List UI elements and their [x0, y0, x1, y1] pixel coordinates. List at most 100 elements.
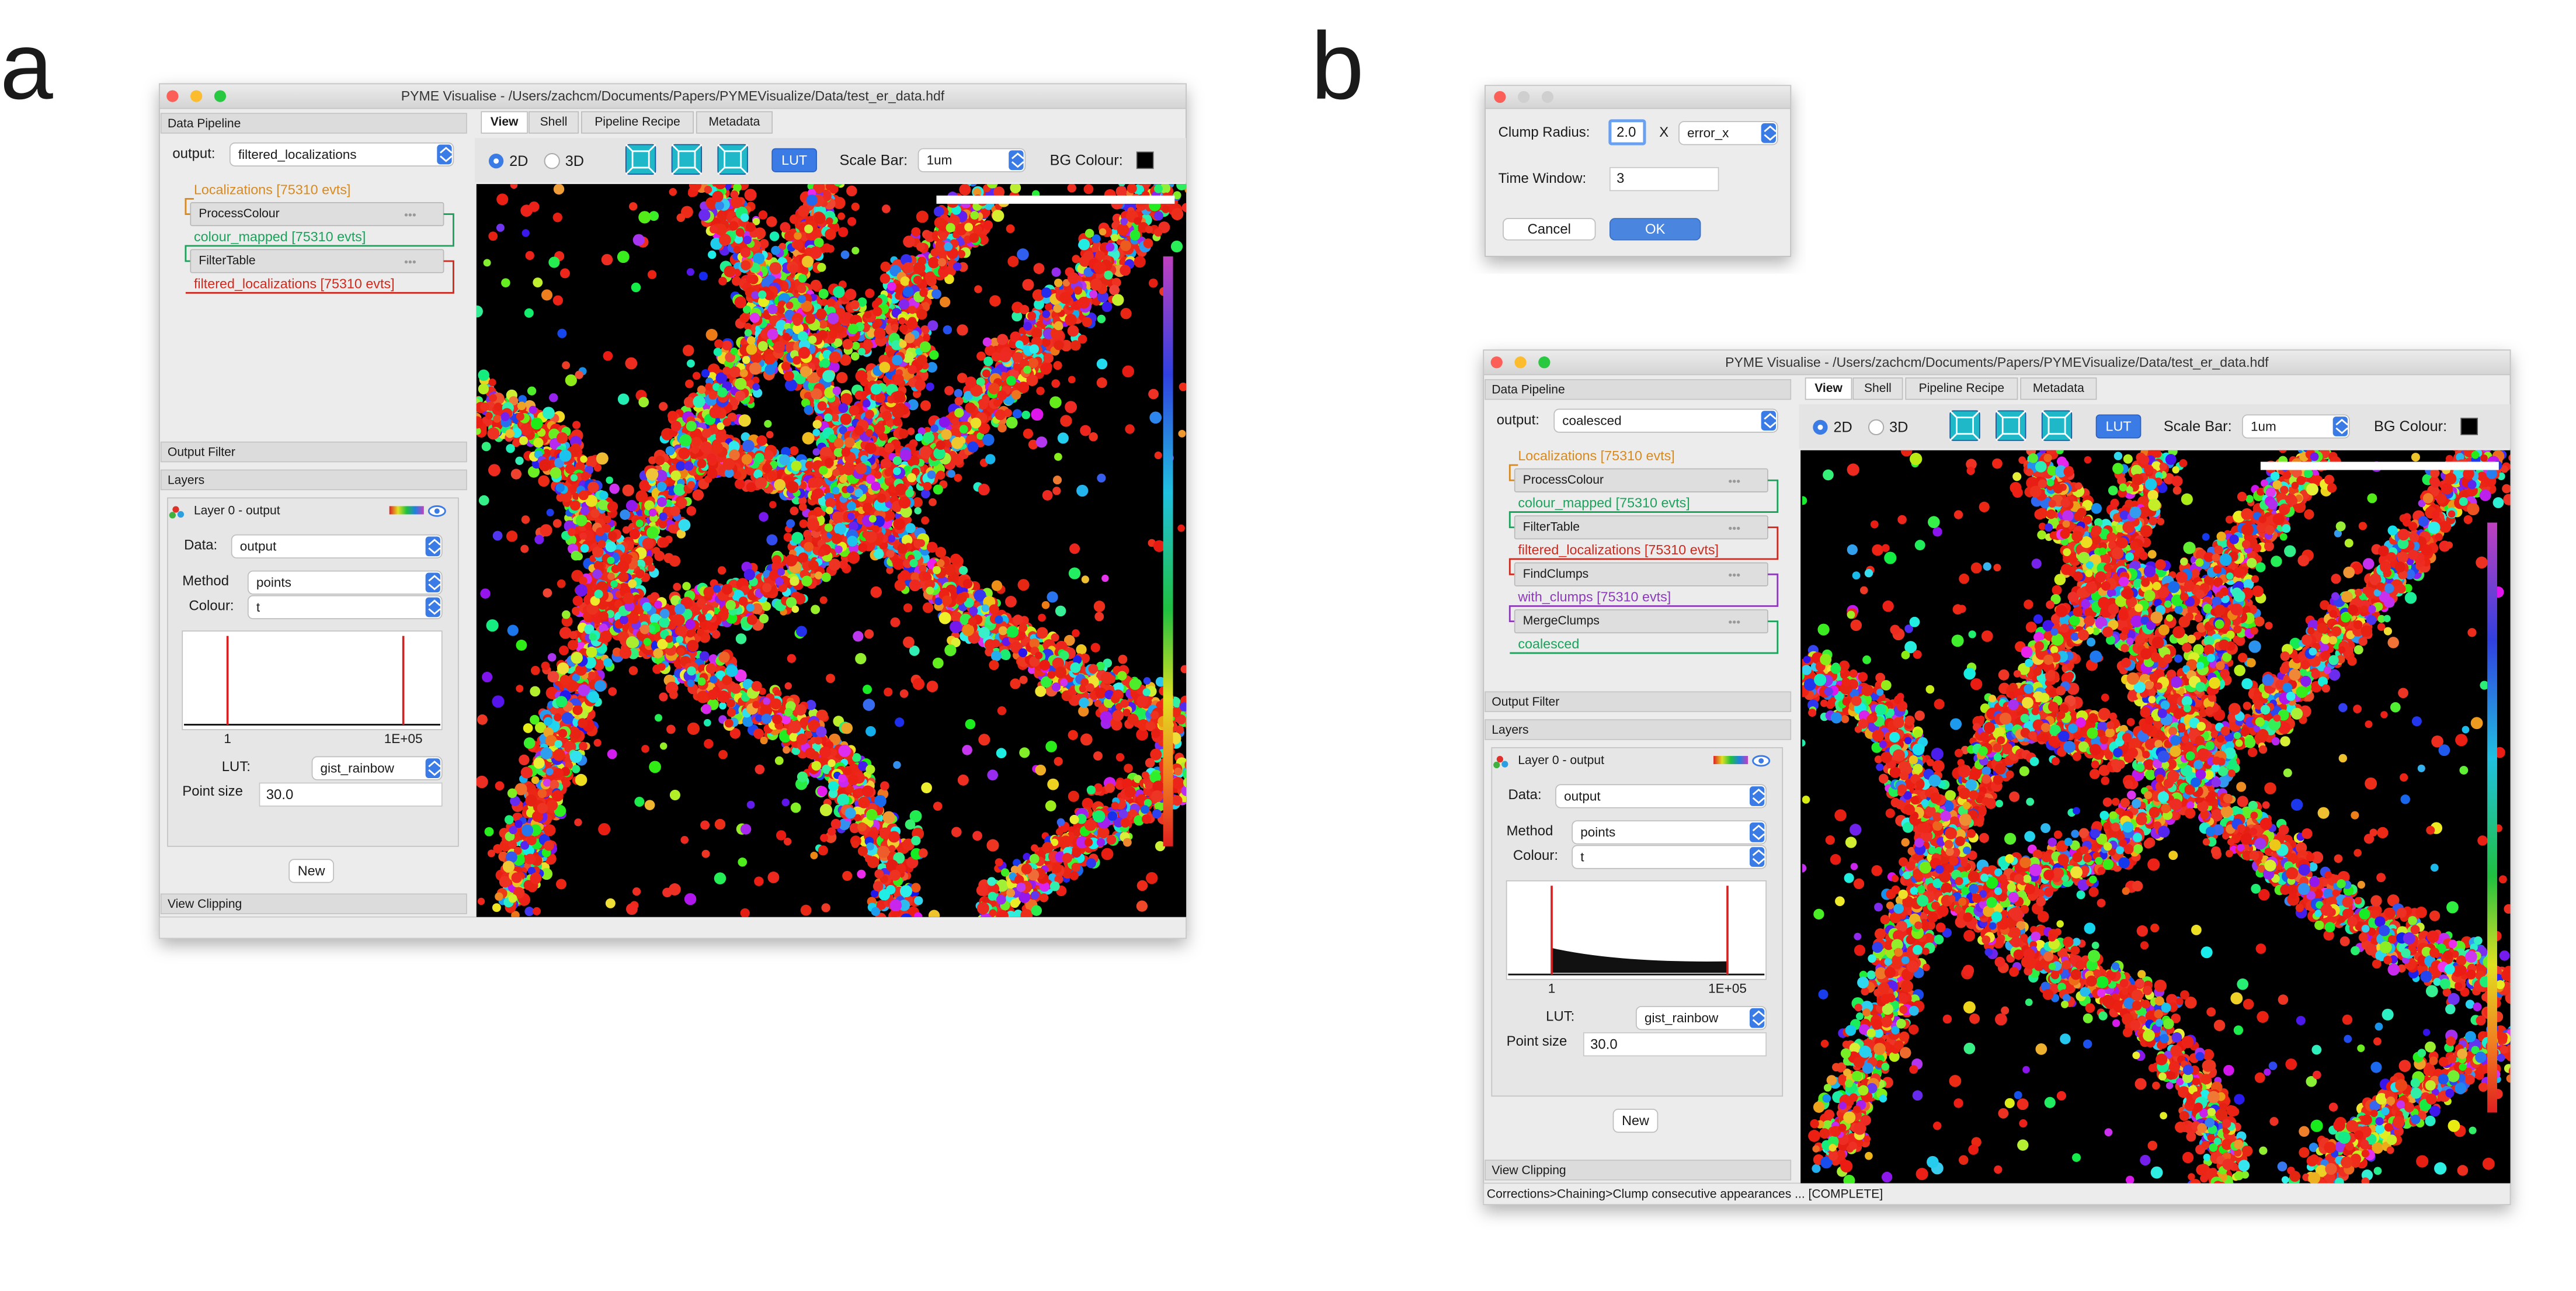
localization [887, 282, 896, 291]
tab[interactable]: Metadata [696, 111, 773, 134]
window-button[interactable] [190, 90, 203, 102]
localization [872, 307, 882, 317]
localization [927, 256, 940, 269]
localization [847, 774, 859, 786]
localization [1000, 649, 1011, 660]
localization [826, 245, 835, 253]
localization [812, 419, 822, 429]
localization [959, 184, 971, 196]
localization [512, 813, 521, 821]
localization [1179, 702, 1187, 712]
localization [826, 217, 833, 225]
localization [537, 789, 547, 799]
localization [969, 606, 978, 616]
localization [646, 526, 659, 539]
localization [552, 748, 565, 761]
localization [514, 820, 523, 828]
window-button[interactable] [166, 90, 179, 102]
localization [777, 306, 785, 314]
localization [889, 899, 902, 912]
dropdown[interactable]: t [247, 595, 443, 619]
dropdown-value: filtered_localizations [238, 147, 357, 162]
dropdown[interactable]: 1um [917, 148, 1026, 172]
localization [1188, 724, 1197, 733]
localization [712, 383, 721, 391]
localization [783, 746, 791, 754]
localization [1018, 648, 1028, 658]
localization [744, 329, 752, 337]
localization [812, 428, 821, 436]
dropdown[interactable]: filtered_localizations [229, 142, 454, 166]
localization [710, 675, 718, 683]
localization [998, 626, 1008, 636]
label: Point size [182, 783, 243, 799]
localization [882, 811, 895, 824]
pipeline-module[interactable]: ProcessColour ••• [190, 202, 444, 227]
window-button[interactable] [214, 90, 227, 102]
pipeline-module[interactable]: FilterTable ••• [190, 249, 444, 273]
text-input[interactable]: 30.0 [259, 782, 443, 807]
colour-swatch[interactable] [1136, 151, 1154, 169]
localization [969, 232, 979, 243]
localization [553, 768, 564, 779]
localization [735, 228, 745, 237]
localization [899, 299, 910, 310]
localization [822, 370, 835, 383]
tab[interactable]: View [481, 111, 528, 134]
localization [670, 506, 680, 516]
module-name: ProcessColour [199, 207, 279, 220]
localization [811, 751, 819, 759]
localization [659, 537, 669, 548]
localization [833, 286, 845, 299]
localization [526, 835, 537, 846]
localization [801, 255, 814, 268]
localization [867, 856, 879, 869]
panel-label: a [0, 12, 53, 119]
localization [970, 211, 979, 220]
localization [794, 704, 806, 716]
datasource-name: Localizations [75310 evts] [194, 182, 350, 197]
localization [916, 242, 926, 252]
window-title: PYME Visualise - /Users/zachcm/Documents… [401, 88, 945, 103]
localization [857, 846, 868, 856]
radio[interactable] [544, 153, 560, 169]
tab[interactable]: Pipeline Recipe [581, 111, 694, 134]
localization [838, 402, 849, 414]
localization [701, 704, 712, 714]
localization [788, 720, 801, 734]
localization [764, 353, 776, 365]
localization [742, 305, 751, 314]
label: View [491, 115, 519, 129]
button[interactable]: New [288, 859, 334, 883]
localization [1047, 671, 1056, 679]
localization [572, 765, 580, 773]
localization [888, 535, 896, 543]
dropdown[interactable]: output [231, 534, 443, 558]
dropdown-value: output [240, 539, 277, 554]
localization [828, 329, 837, 339]
tab[interactable]: Shell [528, 111, 579, 134]
localization [995, 615, 1003, 624]
localization [1136, 708, 1146, 717]
localization [874, 327, 886, 339]
localization [579, 576, 587, 585]
radio-dot [493, 158, 499, 164]
localization [899, 885, 912, 898]
localization [572, 705, 583, 716]
dropdown-value: t [256, 600, 260, 615]
dropdown-stepper [425, 758, 440, 779]
button[interactable]: LUT [771, 148, 817, 172]
dropdown[interactable]: points [247, 570, 443, 595]
localization [729, 366, 741, 378]
localization [992, 209, 1004, 222]
dropdown[interactable]: gist_rainbow [311, 756, 443, 780]
localization [545, 735, 557, 747]
localization [527, 866, 536, 875]
localization [656, 497, 667, 507]
localization [767, 304, 778, 314]
dropdown-stepper [437, 144, 452, 165]
localization [766, 216, 777, 227]
localization [603, 658, 613, 668]
label: 3D [565, 153, 584, 169]
localization [792, 356, 801, 365]
